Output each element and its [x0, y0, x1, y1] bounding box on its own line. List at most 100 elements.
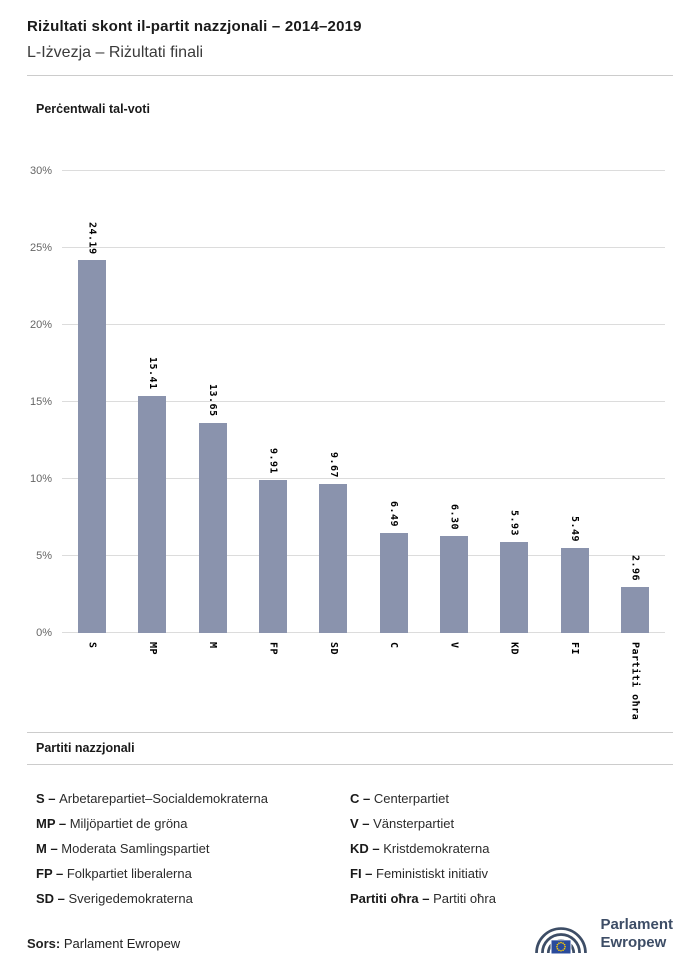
- bar: [379, 533, 408, 633]
- bar-group: 5.93 KD: [484, 171, 544, 655]
- bar-category-label: FP: [267, 642, 279, 656]
- bar-category-label: FI: [569, 642, 581, 656]
- bar: [439, 535, 468, 633]
- legend-party-name: Sverigedemokraterna: [68, 891, 193, 906]
- legend-abbr: SD –: [36, 891, 69, 906]
- gridline: [62, 478, 665, 480]
- legend-divider-bottom: [27, 764, 673, 765]
- bar-category-label: SD: [327, 642, 339, 656]
- bar: [319, 484, 348, 633]
- legend-section: Partiti nazzjonali S – Arbetarepartiet–S…: [27, 732, 673, 916]
- bar-category-label: M: [207, 642, 219, 649]
- legend-abbr: M –: [36, 841, 62, 856]
- legend-entry: FI – Feministiskt initiativ: [350, 866, 664, 881]
- bar-category-label: V: [448, 642, 460, 649]
- legend-column: C – Centerpartiet V – Vänsterpartiet KD – …: [350, 791, 664, 916]
- y-axis-label: 30%: [29, 165, 52, 177]
- bar-group: 5.49 FI: [544, 171, 604, 655]
- bar: [500, 541, 529, 633]
- gridline: [62, 170, 665, 171]
- y-axis-label: 20%: [29, 319, 52, 332]
- bar-category-label: Partiti oħra: [629, 642, 641, 721]
- source-label: Sors:: [27, 936, 61, 951]
- bar-columns: 24.19 S 15.41 MP 13.65 M 9.91 FP 9.67 SD 6.49 C 6.30…: [62, 171, 665, 720]
- bar-group: 15.41 MP: [122, 171, 182, 655]
- ep-logo: Parlament Ewropew: [532, 911, 673, 957]
- eu-flag-stars: [556, 941, 567, 952]
- y-axis-label: 0%: [36, 627, 52, 639]
- gridline: [62, 401, 665, 402]
- chart-section: Perċentwali tal-voti 0% 5% 10% 15% 20% 25% 30%…: [27, 102, 673, 720]
- bar-value-label: 15.41: [146, 357, 158, 390]
- legend-abbr: FI –: [350, 866, 377, 881]
- source-value: Parlament Ewropew: [63, 936, 181, 951]
- eu-flag-icon: [551, 939, 572, 955]
- parliament-hemicycle-icon: [535, 927, 588, 955]
- bar-value-label: 24.19: [86, 221, 98, 255]
- legend-entry: MP – Miljöpartiet de gröna: [36, 816, 350, 831]
- bar-chart: 0% 5% 10% 15% 20% 25% 30% 24.19 S 15.41 MP 13.65 M 9.…: [30, 165, 665, 720]
- bar: [259, 480, 288, 633]
- bar-value-label: 5.49: [569, 516, 581, 543]
- legend-party-name: Moderata Samlingspartiet: [61, 841, 210, 856]
- ep-logo-text-line2: Ewropew: [600, 934, 667, 951]
- gridline: [62, 324, 665, 326]
- gridline: [62, 632, 665, 633]
- bar-value-label: 9.91: [267, 448, 279, 475]
- bar: [620, 587, 649, 633]
- ep-logo-text-line1: Parlament: [600, 916, 673, 933]
- source-text: Sors: Parlament Ewropew: [27, 936, 180, 957]
- legend-entry: S – Arbetarepartiet–Socialdemokraterna: [36, 791, 350, 806]
- legend-party-name: Partiti oħra: [433, 891, 496, 906]
- legend-columns: S – Arbetarepartiet–Socialdemokraterna MP…: [36, 791, 664, 916]
- legend-divider-top: [27, 732, 673, 733]
- legend-heading: Partiti nazzjonali: [36, 741, 135, 755]
- y-axis-label: 5%: [36, 550, 52, 563]
- bar-group: 9.91 FP: [243, 171, 303, 655]
- bar-group: 6.49 C: [363, 171, 423, 649]
- legend-column: S – Arbetarepartiet–Socialdemokraterna MP…: [36, 791, 350, 916]
- legend-party-name: Folkpartiet liberalerna: [66, 866, 192, 881]
- legend-party-name: Miljöpartiet de gröna: [69, 816, 188, 831]
- page-title: Riżultati skont il-partit nazzjonali – 2…: [27, 18, 362, 35]
- y-axis-label: 10%: [29, 473, 52, 486]
- bar-group: 6.30 V: [424, 171, 484, 649]
- bar: [138, 395, 167, 633]
- bar-category-label: KD: [508, 642, 520, 656]
- bar: [560, 548, 589, 633]
- legend-entry: KD – Kristdemokraterna: [350, 841, 664, 856]
- footer: Sors: Parlament Ewropew: [27, 911, 673, 957]
- bar-value-label: 9.67: [327, 452, 339, 479]
- gridline: [62, 247, 665, 248]
- bar-group: 2.96 Partiti oħra: [605, 171, 665, 720]
- legend-party-name: Vänsterpartiet: [373, 816, 455, 831]
- legend-entry: M – Moderata Samlingspartiet: [36, 841, 350, 856]
- gridline: [62, 555, 665, 557]
- bar-category-label: C: [388, 642, 400, 649]
- legend-abbr: Partiti oħra –: [350, 891, 434, 906]
- legend-entry: V – Vänsterpartiet: [350, 816, 664, 831]
- bar-value-label: 2.96: [629, 555, 641, 582]
- legend-abbr: MP –: [36, 816, 70, 831]
- bar-group: 24.19 S: [62, 171, 122, 649]
- bar-value-label: 13.65: [207, 384, 219, 417]
- bar: [78, 260, 107, 633]
- chart-title: Perċentwali tal-voti: [36, 102, 150, 116]
- bar-value-label: 6.49: [388, 500, 400, 528]
- header-divider: [27, 75, 673, 76]
- bar-value-label: 5.93: [508, 509, 520, 536]
- legend-entry: FP – Folkpartiet liberalerna: [36, 866, 350, 881]
- bar-category-label: S: [86, 642, 98, 649]
- y-axis-label: 15%: [29, 396, 52, 408]
- bar-category-label: MP: [146, 642, 158, 656]
- legend-abbr: V –: [350, 816, 374, 831]
- legend-abbr: KD –: [350, 841, 384, 856]
- legend-abbr: C –: [350, 791, 374, 806]
- bar: [198, 422, 227, 633]
- legend-abbr: S –: [36, 791, 60, 806]
- y-axis-label: 25%: [29, 242, 52, 254]
- legend-party-name: Arbetarepartiet–Socialdemokraterna: [59, 791, 268, 806]
- legend-party-name: Kristdemokraterna: [383, 841, 490, 856]
- legend-entry: C – Centerpartiet: [350, 791, 664, 806]
